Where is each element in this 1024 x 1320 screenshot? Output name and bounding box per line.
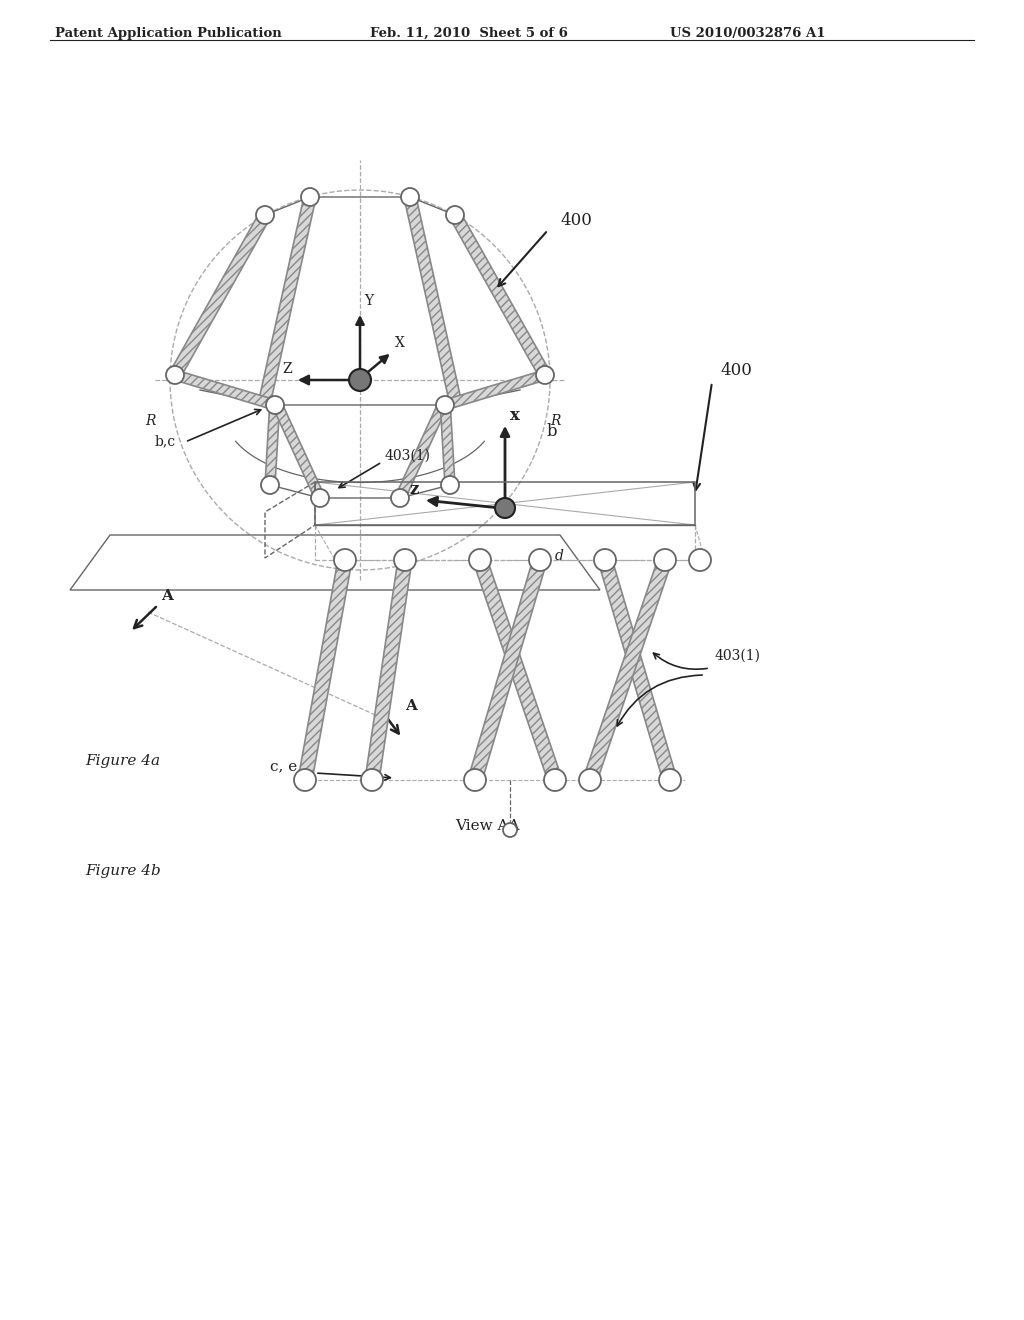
Text: 403(1): 403(1)	[715, 649, 761, 663]
Polygon shape	[404, 195, 461, 401]
Circle shape	[391, 488, 409, 507]
Text: R: R	[550, 414, 560, 428]
Text: x: x	[510, 407, 520, 424]
Text: A: A	[161, 589, 173, 603]
Polygon shape	[440, 400, 455, 486]
Text: Figure 4b: Figure 4b	[85, 865, 161, 878]
Circle shape	[256, 206, 274, 224]
Text: US 2010/0032876 A1: US 2010/0032876 A1	[670, 26, 825, 40]
Polygon shape	[584, 558, 672, 783]
Text: b,c: b,c	[155, 434, 176, 447]
Circle shape	[441, 477, 459, 494]
Circle shape	[536, 366, 554, 384]
Polygon shape	[259, 195, 315, 401]
Circle shape	[311, 488, 329, 507]
Text: 400: 400	[560, 213, 592, 228]
Circle shape	[689, 549, 711, 572]
Circle shape	[266, 396, 284, 414]
Text: Figure 4a: Figure 4a	[85, 754, 160, 768]
Polygon shape	[265, 400, 280, 486]
Polygon shape	[270, 397, 325, 500]
Circle shape	[659, 770, 681, 791]
Circle shape	[579, 770, 601, 791]
Circle shape	[446, 206, 464, 224]
Circle shape	[436, 396, 454, 414]
FancyArrowPatch shape	[617, 675, 702, 726]
Polygon shape	[173, 370, 276, 409]
Polygon shape	[598, 558, 677, 781]
FancyArrowPatch shape	[653, 653, 708, 669]
Text: Patent Application Publication: Patent Application Publication	[55, 26, 282, 40]
Circle shape	[261, 477, 279, 494]
Circle shape	[294, 770, 316, 791]
Polygon shape	[468, 558, 547, 781]
Circle shape	[469, 549, 490, 572]
Circle shape	[503, 822, 517, 837]
Text: 403(1): 403(1)	[385, 449, 431, 463]
Circle shape	[401, 187, 419, 206]
Circle shape	[544, 770, 566, 791]
Text: d: d	[555, 549, 564, 564]
Text: Z: Z	[282, 362, 292, 376]
Polygon shape	[450, 213, 550, 378]
Circle shape	[334, 549, 356, 572]
Circle shape	[654, 549, 676, 572]
Circle shape	[361, 770, 383, 791]
Text: z: z	[409, 480, 419, 498]
Text: c, e: c, e	[270, 759, 297, 774]
Circle shape	[529, 549, 551, 572]
Polygon shape	[443, 370, 547, 409]
Polygon shape	[395, 397, 450, 500]
Polygon shape	[298, 558, 352, 781]
Text: 400: 400	[720, 362, 752, 379]
Circle shape	[301, 187, 319, 206]
Text: b: b	[547, 422, 558, 440]
Polygon shape	[366, 558, 412, 781]
Text: X: X	[395, 337, 404, 350]
Polygon shape	[170, 213, 270, 378]
Polygon shape	[473, 558, 561, 783]
Circle shape	[349, 370, 371, 391]
Text: A: A	[406, 700, 417, 713]
Circle shape	[166, 366, 184, 384]
Circle shape	[464, 770, 486, 791]
Circle shape	[394, 549, 416, 572]
Text: Y: Y	[364, 294, 373, 308]
Text: View AA: View AA	[455, 818, 519, 833]
Text: Feb. 11, 2010  Sheet 5 of 6: Feb. 11, 2010 Sheet 5 of 6	[370, 26, 568, 40]
Text: R: R	[145, 414, 156, 428]
Circle shape	[495, 498, 515, 517]
Circle shape	[594, 549, 616, 572]
